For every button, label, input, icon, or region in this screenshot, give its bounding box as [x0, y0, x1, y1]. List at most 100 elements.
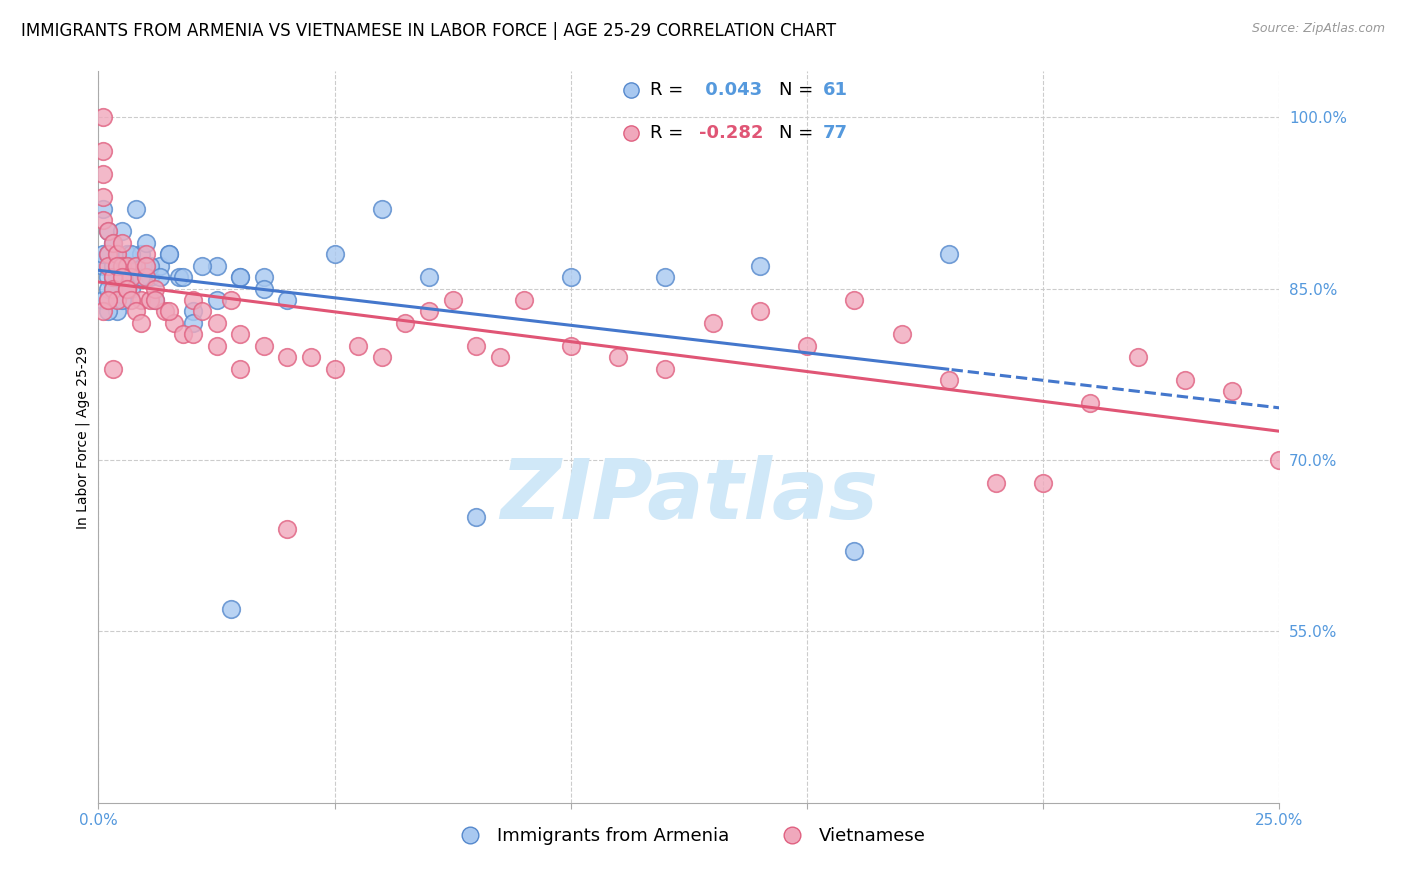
Point — [139, 293, 162, 307]
Point — [105, 247, 128, 261]
Point — [97, 304, 120, 318]
Point — [91, 259, 114, 273]
Point — [101, 235, 124, 250]
Point — [111, 224, 134, 238]
Point — [181, 316, 204, 330]
Point — [91, 167, 114, 181]
Point — [105, 293, 128, 307]
Point — [125, 304, 148, 318]
Text: ZIPatlas: ZIPatlas — [501, 455, 877, 536]
Point — [91, 202, 114, 216]
Point — [560, 338, 582, 352]
Point — [276, 521, 298, 535]
Point — [157, 304, 180, 318]
Point — [219, 601, 242, 615]
Point — [143, 293, 166, 307]
Point — [139, 259, 162, 273]
Point — [560, 270, 582, 285]
Point — [1268, 453, 1291, 467]
Point — [465, 338, 488, 352]
Point — [105, 259, 128, 273]
Point — [101, 270, 124, 285]
Point — [441, 293, 464, 307]
Point — [111, 259, 134, 273]
Point — [253, 270, 276, 285]
Text: IMMIGRANTS FROM ARMENIA VS VIETNAMESE IN LABOR FORCE | AGE 25-29 CORRELATION CHA: IMMIGRANTS FROM ARMENIA VS VIETNAMESE IN… — [21, 22, 837, 40]
Y-axis label: In Labor Force | Age 25-29: In Labor Force | Age 25-29 — [76, 345, 90, 529]
Point — [394, 316, 416, 330]
Point — [844, 293, 866, 307]
Point — [938, 247, 960, 261]
Point — [149, 270, 172, 285]
Point — [125, 259, 148, 273]
Point — [157, 247, 180, 261]
Point — [371, 202, 394, 216]
Point — [91, 190, 114, 204]
Point — [323, 247, 346, 261]
Point — [167, 270, 190, 285]
Point — [97, 224, 120, 238]
Point — [97, 247, 120, 261]
Point — [129, 270, 152, 285]
Point — [418, 270, 440, 285]
Point — [139, 270, 162, 285]
Point — [135, 235, 157, 250]
Point — [371, 350, 394, 364]
Point — [219, 293, 242, 307]
Point — [890, 327, 912, 342]
Text: Source: ZipAtlas.com: Source: ZipAtlas.com — [1251, 22, 1385, 36]
Point — [984, 475, 1007, 490]
Point — [143, 281, 166, 295]
Point — [101, 259, 124, 273]
Point — [111, 293, 134, 307]
Point — [205, 259, 228, 273]
Point — [299, 350, 322, 364]
Point — [121, 270, 143, 285]
Point — [91, 293, 114, 307]
Point — [323, 361, 346, 376]
Point — [465, 510, 488, 524]
Point — [97, 259, 120, 273]
Point — [157, 247, 180, 261]
Point — [101, 281, 124, 295]
Point — [1126, 350, 1149, 364]
Point — [115, 259, 138, 273]
Point — [97, 247, 120, 261]
Point — [105, 259, 128, 273]
Point — [121, 259, 143, 273]
Point — [121, 247, 143, 261]
Text: 0.043: 0.043 — [699, 81, 762, 99]
Point — [115, 270, 138, 285]
Point — [101, 235, 124, 250]
Text: R =: R = — [650, 124, 683, 142]
Point — [125, 259, 148, 273]
Point — [91, 247, 114, 261]
Point — [91, 213, 114, 227]
Point — [748, 259, 770, 273]
Point — [101, 281, 124, 295]
Point — [489, 350, 512, 364]
Point — [796, 338, 818, 352]
Point — [229, 270, 252, 285]
Point — [1080, 396, 1102, 410]
Point — [135, 247, 157, 261]
Point — [1174, 373, 1197, 387]
Point — [115, 281, 138, 295]
Point — [111, 235, 134, 250]
Point — [97, 281, 120, 295]
Point — [181, 304, 204, 318]
Point — [115, 281, 138, 295]
Text: N =: N = — [779, 81, 814, 99]
Point — [844, 544, 866, 558]
Point — [105, 304, 128, 318]
Point — [276, 350, 298, 364]
Text: -0.282: -0.282 — [699, 124, 763, 142]
Point — [129, 316, 152, 330]
Point — [143, 293, 166, 307]
Point — [149, 259, 172, 273]
Point — [1220, 384, 1243, 399]
Point — [97, 293, 120, 307]
Text: 61: 61 — [823, 81, 848, 99]
Point — [129, 293, 152, 307]
Point — [135, 259, 157, 273]
